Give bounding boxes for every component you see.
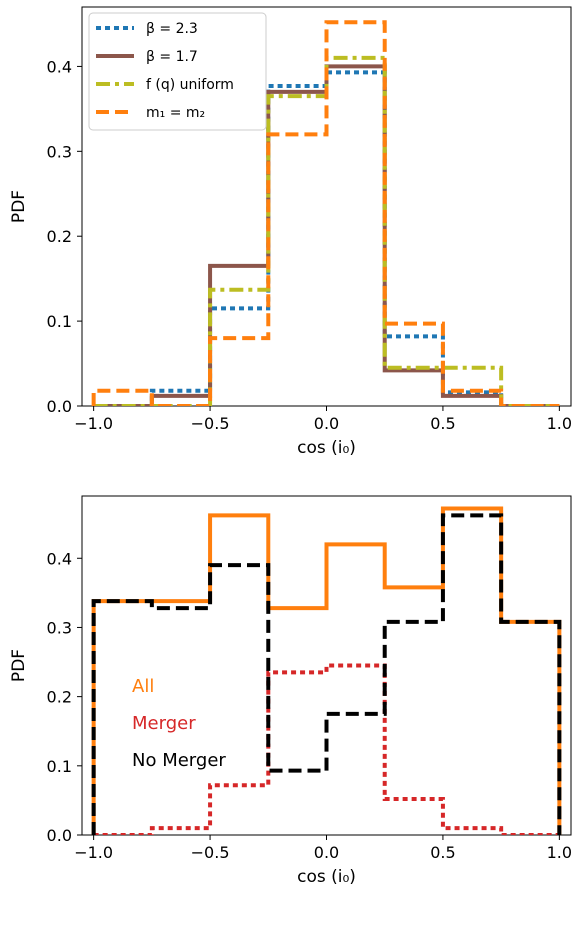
legend-label: β = 2.3 <box>146 21 198 37</box>
y-tick-label: 0.2 <box>47 688 72 707</box>
x-tick-label: 1.0 <box>547 843 572 862</box>
series-group <box>91 506 562 835</box>
y-tick-label: 0.3 <box>47 142 72 161</box>
y-tick-label: 0.3 <box>47 618 72 637</box>
top-panel: −1.0 −0.5 0.0 0.5 1.0 0.0 0.1 0.2 0.3 0.4 cos (i₀)… <box>9 6 572 458</box>
x-tick-label: 0.5 <box>430 843 455 862</box>
legend-label: β = 1.7 <box>146 49 198 65</box>
y-tick-label: 0.4 <box>47 549 72 568</box>
series-line-no-merger <box>91 513 562 835</box>
x-tick-label: 0.0 <box>314 843 339 862</box>
y-axis-label: PDF <box>9 190 29 223</box>
legend-label: m₁ = m₂ <box>146 105 205 121</box>
x-tick-label: 1.0 <box>547 414 572 433</box>
x-tick-label: 0.0 <box>314 414 339 433</box>
y-tick-label: 0.1 <box>47 757 72 776</box>
annotation-all: All <box>132 676 154 697</box>
annotation-no-merger: No Merger <box>132 750 226 771</box>
series-line-m-m <box>91 20 560 406</box>
y-tick-label: 0.4 <box>47 57 72 76</box>
y-tick-label: 0.1 <box>47 312 72 331</box>
legend: β = 2.3 β = 1.7 f (q) uniform m₁ = m₂ <box>88 12 267 131</box>
y-tick-label: 0.0 <box>47 397 72 416</box>
x-axis-label: cos (i₀) <box>297 438 356 458</box>
series-line-merger <box>93 663 560 835</box>
legend-box <box>88 12 267 131</box>
bottom-panel: −1.0 −0.5 0.0 0.5 1.0 0.0 0.1 0.2 0.3 0.4 cos (i₀)… <box>9 495 572 887</box>
x-tick-label: −1.0 <box>74 843 113 862</box>
annotation-merger: Merger <box>132 713 196 734</box>
x-tick-label: 0.5 <box>430 414 455 433</box>
series-group <box>91 20 560 406</box>
x-axis-label: cos (i₀) <box>297 867 356 887</box>
x-tick-label: −1.0 <box>74 414 113 433</box>
y-tick-label: 0.0 <box>47 826 72 845</box>
y-axis-label: PDF <box>9 649 29 682</box>
legend-label: f (q) uniform <box>146 77 234 93</box>
x-tick-label: −0.5 <box>191 843 230 862</box>
y-tick-label: 0.2 <box>47 227 72 246</box>
x-tick-label: −0.5 <box>191 414 230 433</box>
